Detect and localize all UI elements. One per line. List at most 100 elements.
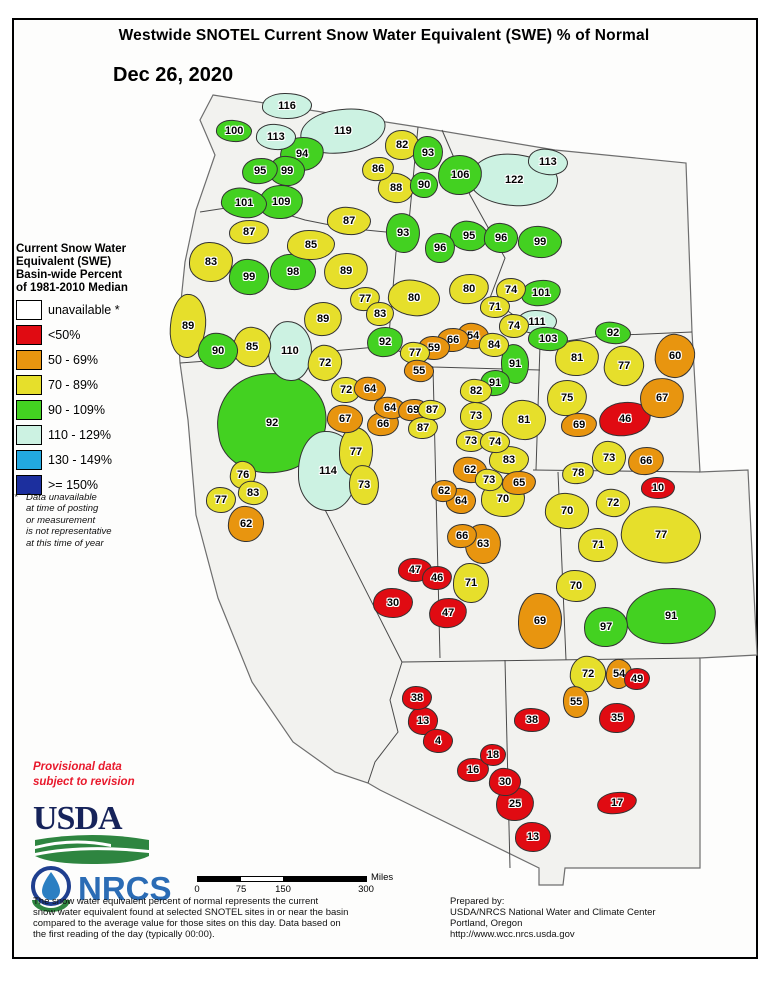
- legend-item: >= 150%: [16, 475, 186, 495]
- legend-title-line: Current Snow Water: [16, 243, 127, 255]
- page-title: Westwide SNOTEL Current Snow Water Equiv…: [118, 27, 650, 44]
- footnote-line: at this time of year: [26, 537, 104, 549]
- basin-value: 80: [462, 283, 476, 295]
- basin-value: 35: [610, 712, 624, 724]
- footer-description-line: compared to the average value for those …: [33, 918, 341, 929]
- legend-label: >= 150%: [48, 478, 99, 492]
- legend-swatch: [16, 425, 42, 445]
- footer-prepared-by: Prepared by: USDA/NRCS National Water and…: [450, 896, 656, 940]
- basin-value: 90: [417, 179, 431, 191]
- basin-value: 80: [407, 292, 421, 304]
- footer-description-line: snow water equivalent found at selected …: [33, 907, 349, 918]
- basin-value: 13: [526, 831, 540, 843]
- basin-value: 116: [278, 100, 296, 112]
- basin-value: 87: [416, 422, 430, 434]
- basin-value: 100: [224, 124, 244, 137]
- basin-value: 66: [639, 455, 653, 467]
- basin-value: 25: [508, 798, 522, 810]
- basin-value: 69: [533, 615, 547, 627]
- legend-title-line: of 1981-2010 Median: [16, 282, 128, 294]
- basin-value: 74: [507, 320, 521, 332]
- basin-value: 30: [386, 597, 400, 609]
- footer-prepared-line: Prepared by:: [450, 896, 505, 907]
- basin-value: 62: [437, 485, 451, 497]
- scale-bar: [197, 876, 367, 882]
- basin-value: 70: [496, 493, 510, 505]
- footer-prepared-line: USDA/NRCS National Water and Climate Cen…: [450, 907, 656, 918]
- basin-value: 71: [488, 301, 502, 313]
- basin-value: 82: [395, 139, 409, 151]
- basin-value: 93: [421, 147, 435, 159]
- basin-value: 60: [668, 350, 682, 362]
- border-az-nm: [504, 659, 511, 869]
- legend-swatch: [16, 475, 42, 495]
- basin-value: 90: [211, 345, 225, 357]
- basin-value: 66: [455, 530, 469, 542]
- basin-value: 86: [371, 163, 385, 175]
- basin-value: 96: [494, 232, 508, 244]
- basin-value: 74: [488, 436, 502, 448]
- basin-value: 77: [214, 494, 228, 506]
- basin-label: 18: [480, 744, 506, 766]
- provisional-line: Provisional data: [33, 761, 122, 773]
- basin-value: 46: [618, 413, 632, 425]
- basin-value: 122: [504, 173, 524, 186]
- legend-item: 70 - 89%: [16, 375, 186, 395]
- basin-value: 73: [469, 410, 483, 422]
- scale-bar-segment: [283, 876, 367, 882]
- legend-footnote: * Data unavailable at time of posting or m…: [14, 492, 174, 549]
- provisional-note: Provisional data subject to revision: [33, 760, 135, 790]
- legend-label: 50 - 69%: [48, 353, 99, 367]
- basin-value: 72: [318, 357, 332, 369]
- basin-label: 71: [453, 563, 489, 603]
- legend-title-line: Basin-wide Percent: [16, 269, 123, 281]
- scale-bar-segment: [241, 876, 283, 882]
- scale-tick-label: 75: [235, 884, 247, 895]
- basin-value: 88: [389, 182, 403, 194]
- basin-value: 62: [239, 518, 253, 530]
- basin-value: 73: [482, 474, 496, 486]
- footer-description-line: The snow water equivalent percent of nor…: [33, 896, 319, 907]
- basin-value: 110: [281, 345, 299, 357]
- basin-label: 73: [460, 402, 492, 430]
- scale-tick-label: 0: [194, 884, 200, 895]
- basin-value: 59: [427, 342, 441, 354]
- basin-label: 10: [641, 477, 675, 499]
- usda-logo: USDA: [33, 802, 153, 869]
- basin-label: 74: [499, 314, 529, 338]
- legend-swatch: [16, 450, 42, 470]
- basin-value: 73: [602, 452, 616, 464]
- basin-value: 99: [533, 236, 547, 248]
- basin-value: 114: [319, 465, 337, 477]
- basin-value: 101: [531, 287, 551, 300]
- legend-items: unavailable * <50% 50 - 69% 70 - 89% 90 - 10…: [16, 300, 186, 495]
- basin-value: 64: [454, 495, 468, 507]
- legend-label: 70 - 89%: [48, 378, 99, 392]
- basin-value: 89: [316, 313, 330, 325]
- basin-value: 113: [267, 131, 285, 143]
- basin-value: 119: [334, 125, 352, 137]
- basin-value: 10: [651, 482, 665, 494]
- basin-value: 84: [487, 339, 501, 351]
- basin-value: 77: [654, 529, 668, 541]
- basin-value: 83: [373, 308, 387, 320]
- legend-label: <50%: [48, 328, 81, 342]
- usda-field-icon: [35, 835, 149, 864]
- basin-value: 95: [253, 165, 267, 177]
- basin-value: 55: [569, 696, 583, 708]
- nrcs-logo: NRCS: [28, 864, 172, 914]
- legend-item: 130 - 149%: [16, 450, 186, 470]
- basin-label: 38: [514, 708, 550, 732]
- basin-value: 16: [466, 764, 480, 776]
- footnote-line: at time of posting: [26, 503, 99, 515]
- basin-value: 76: [236, 469, 250, 481]
- basin-value: 71: [464, 577, 478, 589]
- basin-value: 111: [528, 316, 546, 328]
- footnote-line: or measurement: [26, 514, 96, 526]
- nrcs-drop-icon: [31, 866, 71, 912]
- footnote-line: Data unavailable: [26, 492, 97, 503]
- basin-label: 38: [402, 686, 432, 710]
- basin-value: 113: [539, 156, 557, 168]
- legend-title: Current Snow Water Equivalent (SWE) Basin-…: [16, 243, 186, 295]
- basin-value: 64: [363, 383, 377, 395]
